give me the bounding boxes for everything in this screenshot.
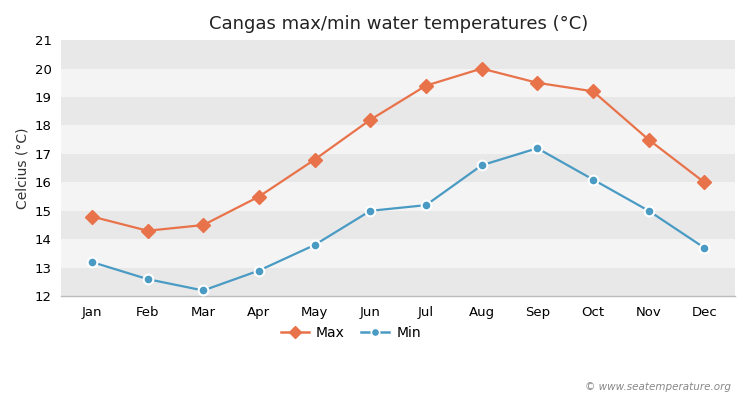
Max xyxy=(422,83,430,88)
Y-axis label: Celcius (°C): Celcius (°C) xyxy=(15,127,29,209)
Legend: Max, Min: Max, Min xyxy=(275,320,426,346)
Bar xyxy=(62,268,735,296)
Max xyxy=(143,228,152,233)
Min xyxy=(88,260,97,264)
Bar xyxy=(62,97,735,126)
Bar xyxy=(62,211,735,239)
Min xyxy=(199,288,208,293)
Min xyxy=(589,177,598,182)
Min xyxy=(143,277,152,282)
Line: Max: Max xyxy=(87,64,710,236)
Bar xyxy=(62,182,735,211)
Title: Cangas max/min water temperatures (°C): Cangas max/min water temperatures (°C) xyxy=(209,15,588,33)
Max xyxy=(589,89,598,94)
Bar xyxy=(62,154,735,182)
Bar xyxy=(62,239,735,268)
Min xyxy=(532,146,542,151)
Min xyxy=(422,203,430,208)
Max xyxy=(477,66,486,71)
Max xyxy=(366,117,375,122)
Min xyxy=(477,163,486,168)
Min xyxy=(254,268,263,273)
Max xyxy=(700,180,709,185)
Min xyxy=(366,208,375,213)
Bar xyxy=(62,126,735,154)
Line: Min: Min xyxy=(87,143,710,295)
Text: © www.seatemperature.org: © www.seatemperature.org xyxy=(585,382,731,392)
Max xyxy=(199,223,208,228)
Max xyxy=(310,157,319,162)
Min xyxy=(644,208,653,213)
Min xyxy=(310,242,319,247)
Bar xyxy=(62,40,735,68)
Max xyxy=(254,194,263,199)
Bar xyxy=(62,68,735,97)
Max xyxy=(532,80,542,85)
Max xyxy=(88,214,97,219)
Max xyxy=(644,137,653,142)
Min xyxy=(700,246,709,250)
